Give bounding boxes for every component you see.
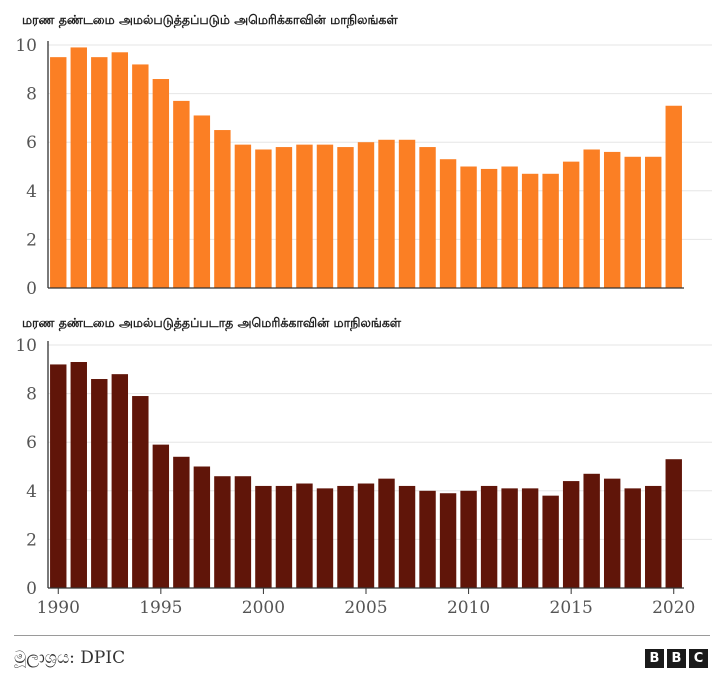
bbc-logo: B B C: [645, 649, 708, 668]
bar: [501, 488, 518, 588]
bar: [521, 173, 539, 288]
bar: [214, 130, 231, 288]
bar: [234, 144, 252, 288]
bar: [624, 488, 641, 588]
source-text: මූලාශ්‍රය: DPIC: [14, 648, 126, 668]
footer-divider: [14, 635, 710, 636]
bar: [603, 478, 621, 588]
x-tick-label: 1990: [37, 598, 80, 618]
bar: [542, 495, 559, 588]
bar: [398, 485, 416, 588]
bar: [645, 485, 662, 588]
bar: [665, 459, 682, 588]
bar: [173, 456, 190, 588]
bar: [480, 485, 498, 588]
bar: [275, 147, 293, 288]
bar: [234, 476, 252, 588]
bar: [645, 156, 662, 288]
bar: [562, 161, 580, 288]
bar: [378, 139, 395, 288]
bar: [460, 490, 477, 588]
chart-title: மரண தண்டமை அமல்படுத்தப்படும் அமெரிக்காவி…: [22, 12, 398, 28]
y-tick-label: 0: [26, 579, 37, 599]
bar: [480, 168, 498, 288]
y-tick-label: 4: [26, 482, 37, 502]
y-tick-label: 6: [26, 133, 37, 153]
bar: [337, 485, 354, 588]
bar: [439, 159, 457, 288]
bar: [583, 149, 600, 288]
bar: [50, 364, 67, 588]
y-tick-label: 10: [15, 336, 37, 356]
bar: [111, 374, 129, 588]
bar: [316, 144, 334, 288]
bar: [111, 52, 129, 288]
bar: [152, 79, 170, 289]
y-tick-label: 2: [26, 530, 37, 550]
bar: [583, 473, 600, 588]
y-tick-label: 8: [26, 385, 37, 405]
bar: [316, 488, 334, 588]
bar: [193, 466, 211, 588]
y-tick-label: 4: [26, 182, 37, 202]
bar: [255, 149, 272, 288]
bar: [275, 485, 293, 588]
bar: [50, 57, 67, 289]
bbc-logo-letter: C: [689, 649, 708, 668]
bar: [501, 166, 518, 288]
bar: [132, 64, 149, 288]
bar: [91, 57, 108, 289]
bar: [214, 476, 231, 588]
bar: [132, 396, 149, 588]
bar: [419, 147, 436, 288]
bar: [439, 493, 457, 588]
bbc-logo-letter: B: [667, 649, 686, 668]
bar: [193, 115, 211, 288]
bar: [419, 490, 436, 588]
bar: [398, 139, 416, 288]
bar: [255, 485, 272, 588]
y-tick-label: 6: [26, 433, 37, 453]
y-tick-label: 10: [15, 36, 37, 56]
bar: [70, 362, 87, 588]
bar: [296, 483, 313, 588]
x-tick-label: 1995: [139, 598, 182, 618]
bar: [296, 144, 313, 288]
bar: [665, 105, 682, 288]
x-tick-label: 2005: [344, 598, 387, 618]
bar: [624, 156, 641, 288]
x-tick-label: 2015: [550, 598, 593, 618]
bar: [378, 478, 395, 588]
bar: [70, 47, 87, 289]
chart-title: மரண தண்டமை அமல்படுத்தப்படாத அமெரிக்காவின…: [22, 315, 402, 331]
x-tick-label: 2000: [242, 598, 285, 618]
bbc-logo-letter: B: [645, 649, 664, 668]
bar: [337, 147, 354, 288]
y-tick-label: 0: [26, 279, 37, 299]
bar: [562, 481, 580, 588]
y-tick-label: 8: [26, 85, 37, 105]
bar: [521, 488, 539, 588]
bar: [542, 173, 559, 288]
y-tick-label: 2: [26, 230, 37, 250]
bar: [357, 483, 375, 588]
bar: [173, 100, 190, 288]
bar: [91, 379, 108, 588]
bar: [357, 142, 375, 288]
bar: [152, 444, 170, 588]
bar: [460, 166, 477, 288]
x-tick-label: 2020: [652, 598, 695, 618]
x-tick-label: 2010: [447, 598, 490, 618]
bar: [603, 151, 621, 288]
